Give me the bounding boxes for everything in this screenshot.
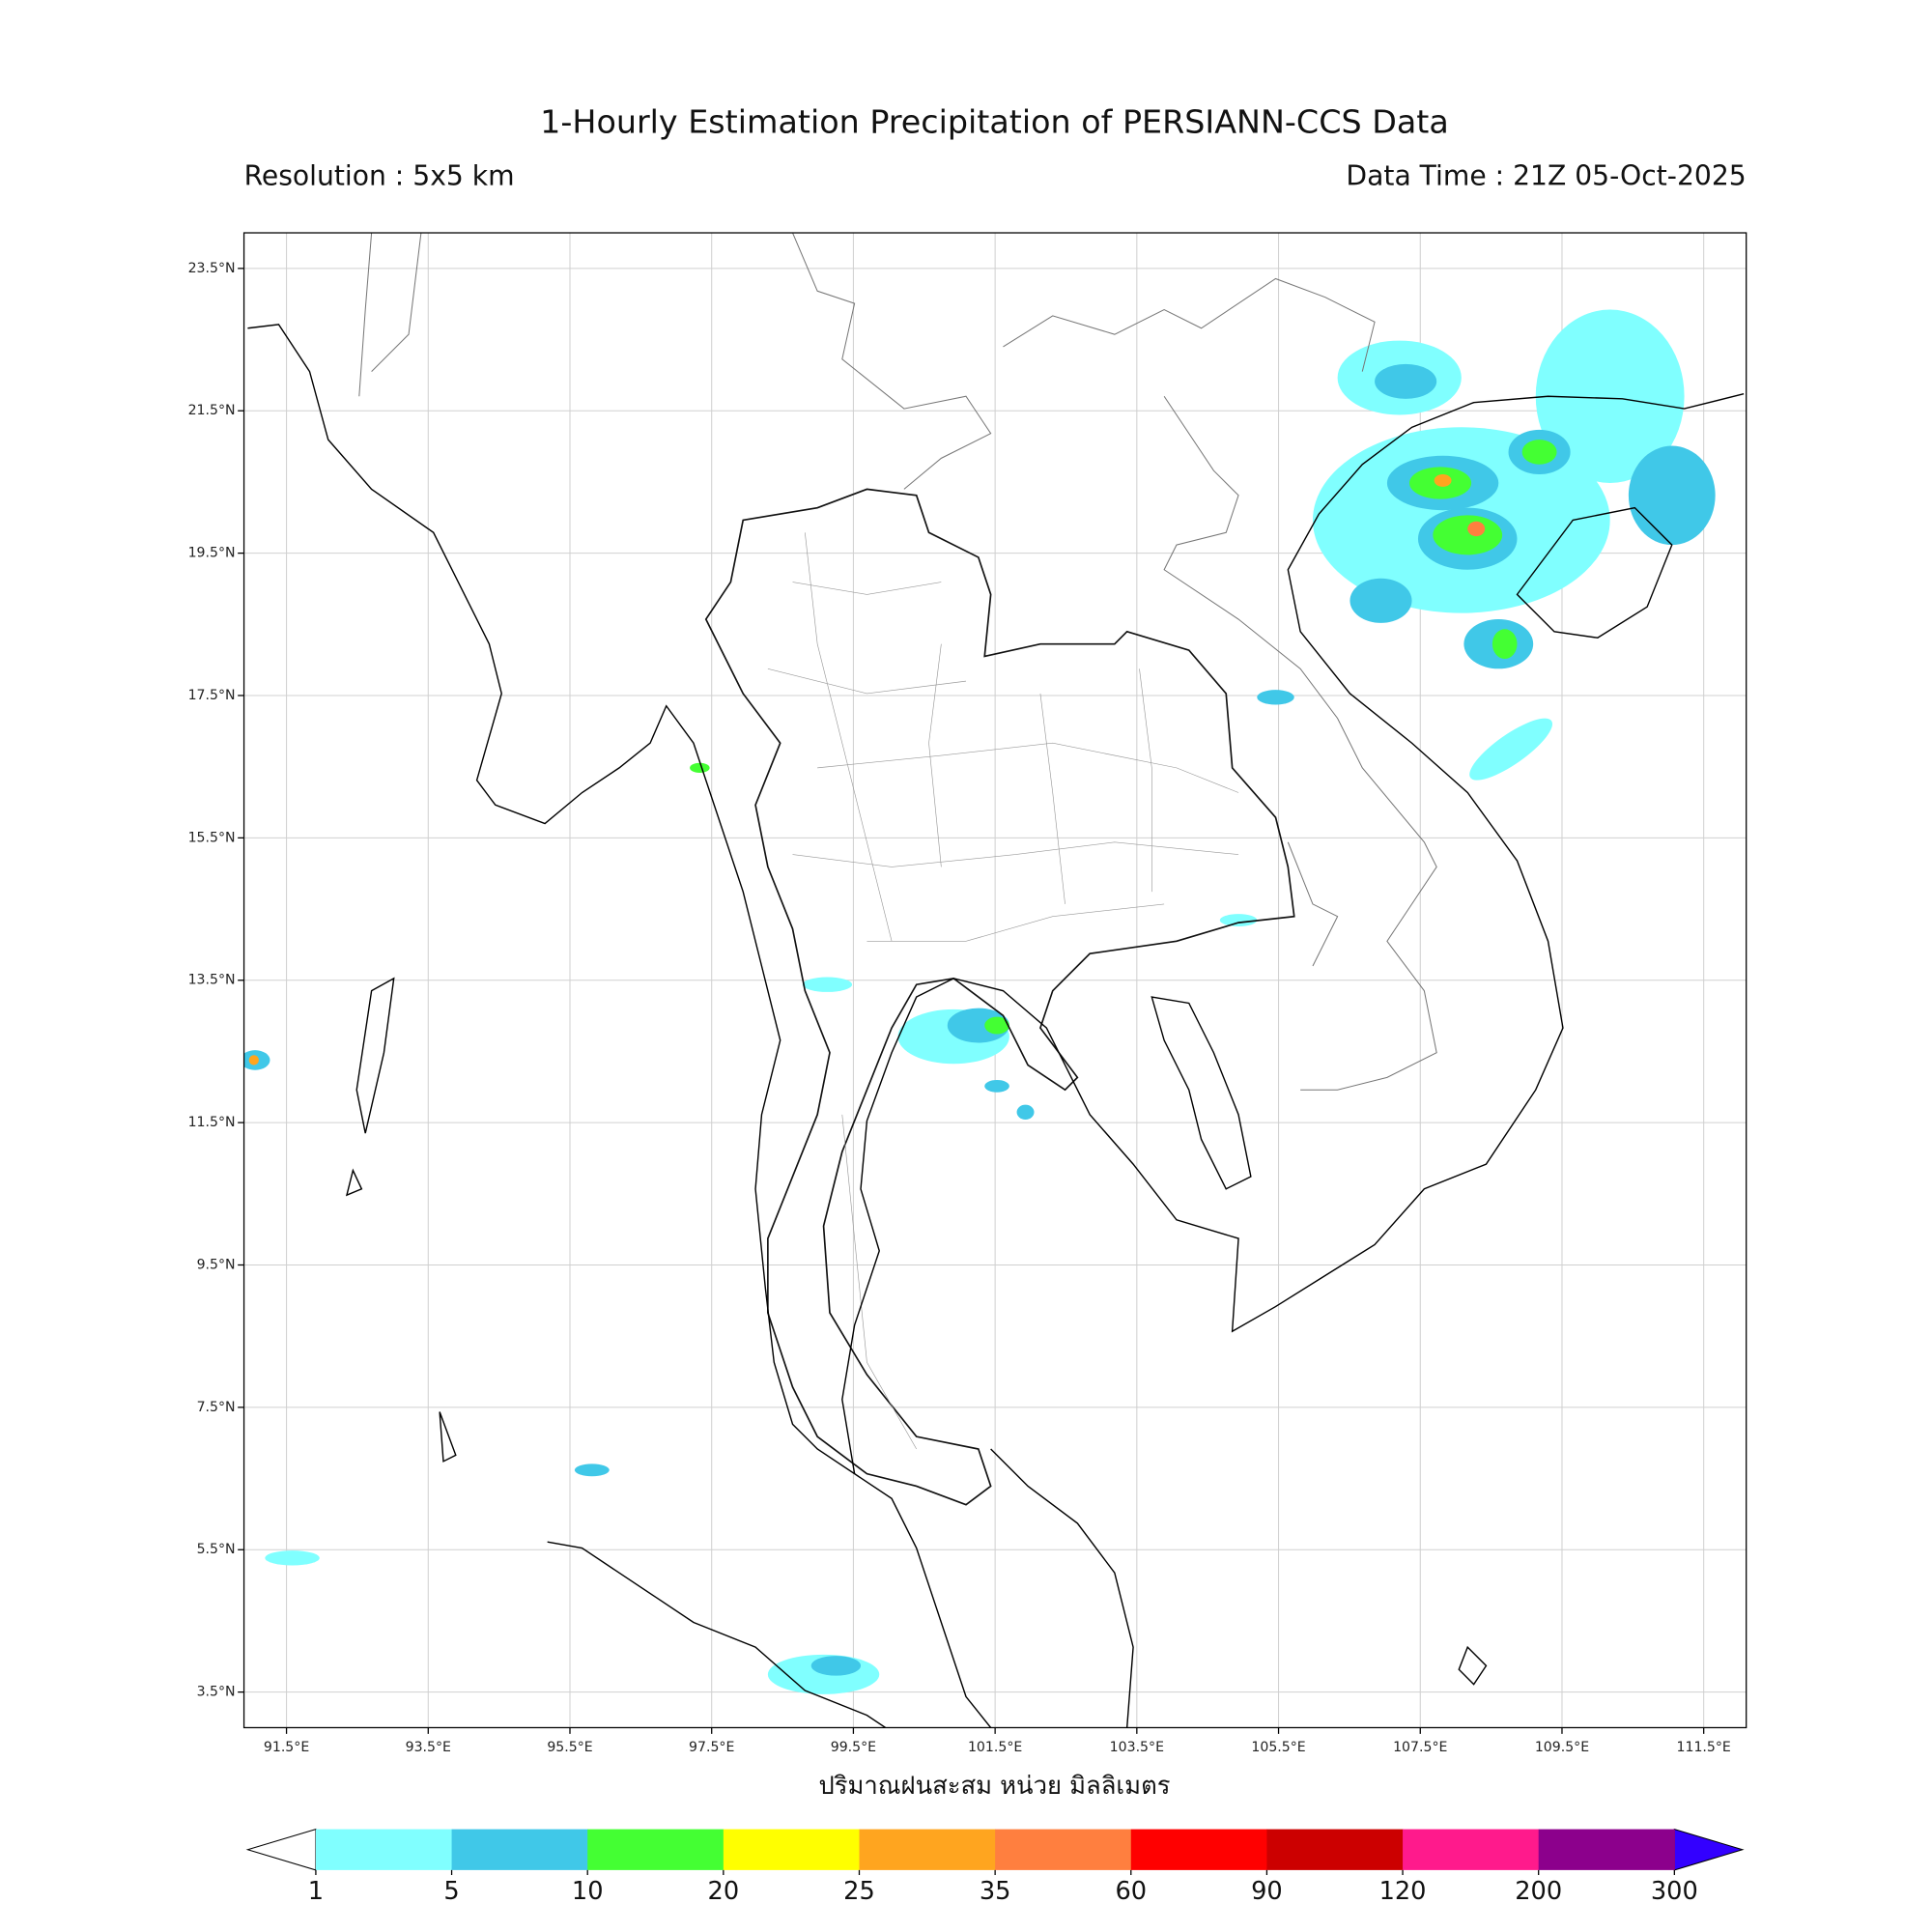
resolution: Resolution : 5x5 km bbox=[244, 159, 515, 191]
y-tick-label: 11.5°N bbox=[188, 1115, 236, 1130]
data-time: Data Time : 21Z 05-Oct-2025 bbox=[1346, 159, 1746, 191]
rain bbox=[1016, 1104, 1035, 1120]
y-tick-label: 13.5°N bbox=[188, 973, 236, 988]
rain bbox=[1434, 474, 1452, 487]
colorbar-segment bbox=[1403, 1829, 1540, 1870]
rain bbox=[1375, 363, 1437, 399]
y-tick-label: 5.5°N bbox=[197, 1542, 236, 1557]
colorbar-segment bbox=[451, 1829, 588, 1870]
colorbar-segment bbox=[859, 1829, 996, 1870]
rain bbox=[810, 1656, 862, 1676]
rain bbox=[1467, 521, 1486, 537]
coastline bbox=[247, 324, 992, 1728]
x-tick-label: 105.5°E bbox=[1251, 1740, 1305, 1755]
colorbar-segment bbox=[1130, 1829, 1268, 1870]
coastline bbox=[1516, 506, 1673, 639]
colorbar-under bbox=[245, 1828, 317, 1871]
ticks: 91.5°E 93.5°E 95.5°E 97.5°E 99.5°E 101.5°E 103… bbox=[188, 261, 1731, 1755]
y-tick-label: 19.5°N bbox=[188, 546, 236, 561]
x-tick-label: 101.5°E bbox=[968, 1740, 1022, 1755]
rain bbox=[1535, 309, 1685, 483]
x-tick-label: 109.5°E bbox=[1535, 1740, 1589, 1755]
rain bbox=[248, 1055, 259, 1065]
y-tick-label: 9.5°N bbox=[197, 1257, 236, 1272]
coastline bbox=[841, 393, 1745, 1474]
x-tick-label: 111.5°E bbox=[1677, 1740, 1731, 1755]
rain bbox=[574, 1463, 610, 1477]
colorbar-label: 90 bbox=[1251, 1877, 1283, 1906]
x-tick-label: 107.5°E bbox=[1393, 1740, 1447, 1755]
rain-areas bbox=[243, 309, 1716, 1694]
rain bbox=[265, 1550, 320, 1566]
colorbar-label: 5 bbox=[443, 1877, 459, 1906]
rain bbox=[690, 762, 710, 773]
rain bbox=[984, 1016, 1009, 1035]
colorbar-segment bbox=[723, 1829, 861, 1870]
rain bbox=[984, 1079, 1009, 1093]
rain bbox=[1628, 445, 1716, 546]
colorbar-segment bbox=[995, 1829, 1132, 1870]
colorbar-label: 20 bbox=[708, 1877, 740, 1906]
colorbar-label: 10 bbox=[572, 1877, 604, 1906]
x-axis-label: ปริมาณฝนสะสม หน่วย มิลลิเมตร bbox=[818, 1772, 1170, 1801]
title: 1-Hourly Estimation Precipitation of PER… bbox=[540, 103, 1449, 141]
colorbar-segment bbox=[315, 1829, 453, 1870]
x-tick-label: 97.5°E bbox=[689, 1740, 734, 1755]
provinces bbox=[767, 532, 1239, 1450]
rain bbox=[1350, 578, 1412, 623]
y-tick-label: 23.5°N bbox=[188, 261, 236, 276]
x-tick-label: 99.5°E bbox=[831, 1740, 876, 1755]
colorbar-over bbox=[1673, 1828, 1745, 1871]
coastline bbox=[990, 1448, 1134, 1728]
colorbar-segment bbox=[1538, 1829, 1675, 1870]
colorbar-label: 25 bbox=[843, 1877, 875, 1906]
colorbar-segment bbox=[1266, 1829, 1404, 1870]
rain bbox=[1219, 914, 1258, 926]
border bbox=[358, 233, 1437, 1091]
y-tick-label: 17.5°N bbox=[188, 688, 236, 703]
rain bbox=[1257, 690, 1294, 705]
y-tick-label: 7.5°N bbox=[197, 1400, 236, 1415]
thailand-border bbox=[704, 488, 1295, 1506]
x-tick-label: 91.5°E bbox=[264, 1740, 309, 1755]
rain bbox=[1469, 718, 1553, 781]
x-tick-label: 103.5°E bbox=[1110, 1740, 1164, 1755]
x-tick-label: 93.5°E bbox=[406, 1740, 451, 1755]
colorbar-segment bbox=[587, 1829, 724, 1870]
rain bbox=[1492, 629, 1518, 660]
colorbar-label: 35 bbox=[980, 1877, 1011, 1906]
coastline bbox=[547, 1541, 887, 1728]
rain bbox=[947, 1008, 1009, 1043]
colorbar-label: 300 bbox=[1651, 1877, 1698, 1906]
colorbar-label: 200 bbox=[1515, 1877, 1562, 1906]
coastline bbox=[1151, 996, 1252, 1190]
y-tick-label: 15.5°N bbox=[188, 830, 236, 845]
colorbar: 1 5 10 20 25 35 60 90 120 200 300 bbox=[245, 1828, 1745, 1906]
y-tick-label: 21.5°N bbox=[188, 403, 236, 418]
map-layer bbox=[243, 233, 1745, 1728]
y-tick-label: 3.5°N bbox=[197, 1685, 236, 1700]
rain bbox=[1521, 440, 1557, 465]
colorbar-label: 60 bbox=[1115, 1877, 1147, 1906]
rain bbox=[1433, 515, 1503, 555]
colorbar-label: 1 bbox=[308, 1877, 324, 1906]
colorbar-label: 120 bbox=[1379, 1877, 1427, 1906]
rain bbox=[802, 977, 853, 992]
x-tick-label: 95.5°E bbox=[547, 1740, 592, 1755]
coastline bbox=[345, 977, 1488, 1686]
